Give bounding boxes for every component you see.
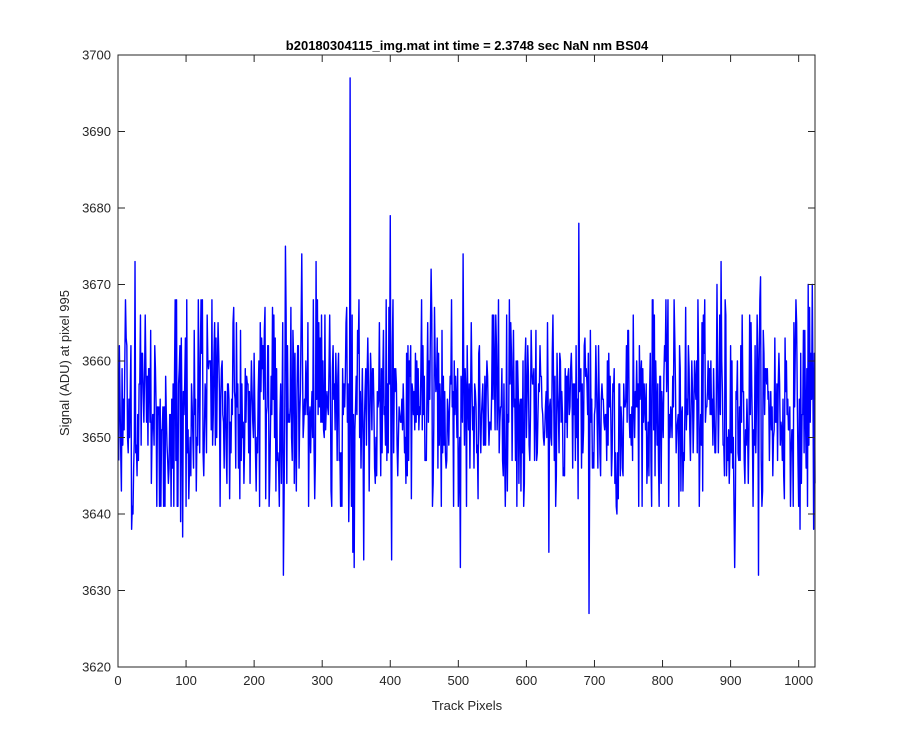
signal-series-line — [117, 77, 816, 615]
y-tick-label: 3680 — [82, 201, 111, 216]
y-tick-label: 3620 — [82, 660, 111, 675]
y-tick-label: 3650 — [82, 430, 111, 445]
x-tick-label: 1000 — [784, 673, 813, 688]
x-tick-label: 300 — [311, 673, 333, 688]
chart-title: b20180304115_img.mat int time = 2.3748 s… — [286, 38, 649, 53]
x-tick-label: 800 — [652, 673, 674, 688]
y-tick-label: 3630 — [82, 583, 111, 598]
x-tick-label: 400 — [379, 673, 401, 688]
data-layer — [117, 77, 816, 615]
y-tick-label: 3690 — [82, 124, 111, 139]
y-axis-label: Signal (ADU) at pixel 995 — [57, 290, 72, 436]
x-tick-label: 0 — [114, 673, 121, 688]
y-tick-label: 3660 — [82, 354, 111, 369]
x-tick-label: 200 — [243, 673, 265, 688]
y-tick-label: 3670 — [82, 277, 111, 292]
x-tick-label: 600 — [516, 673, 538, 688]
y-tick-label: 3700 — [82, 48, 111, 63]
x-tick-label: 500 — [447, 673, 469, 688]
x-tick-label: 900 — [720, 673, 742, 688]
x-axis-label: Track Pixels — [432, 698, 503, 713]
x-tick-label: 100 — [175, 673, 197, 688]
y-tick-label: 3640 — [82, 507, 111, 522]
x-axis-ticks: 0 100 200 300 400 500 600 700 800 900 1000 — [114, 55, 813, 688]
y-axis-ticks: 3620 3630 3640 3650 3660 3670 3680 3690 3700 — [82, 48, 815, 675]
x-tick-label: 700 — [584, 673, 606, 688]
